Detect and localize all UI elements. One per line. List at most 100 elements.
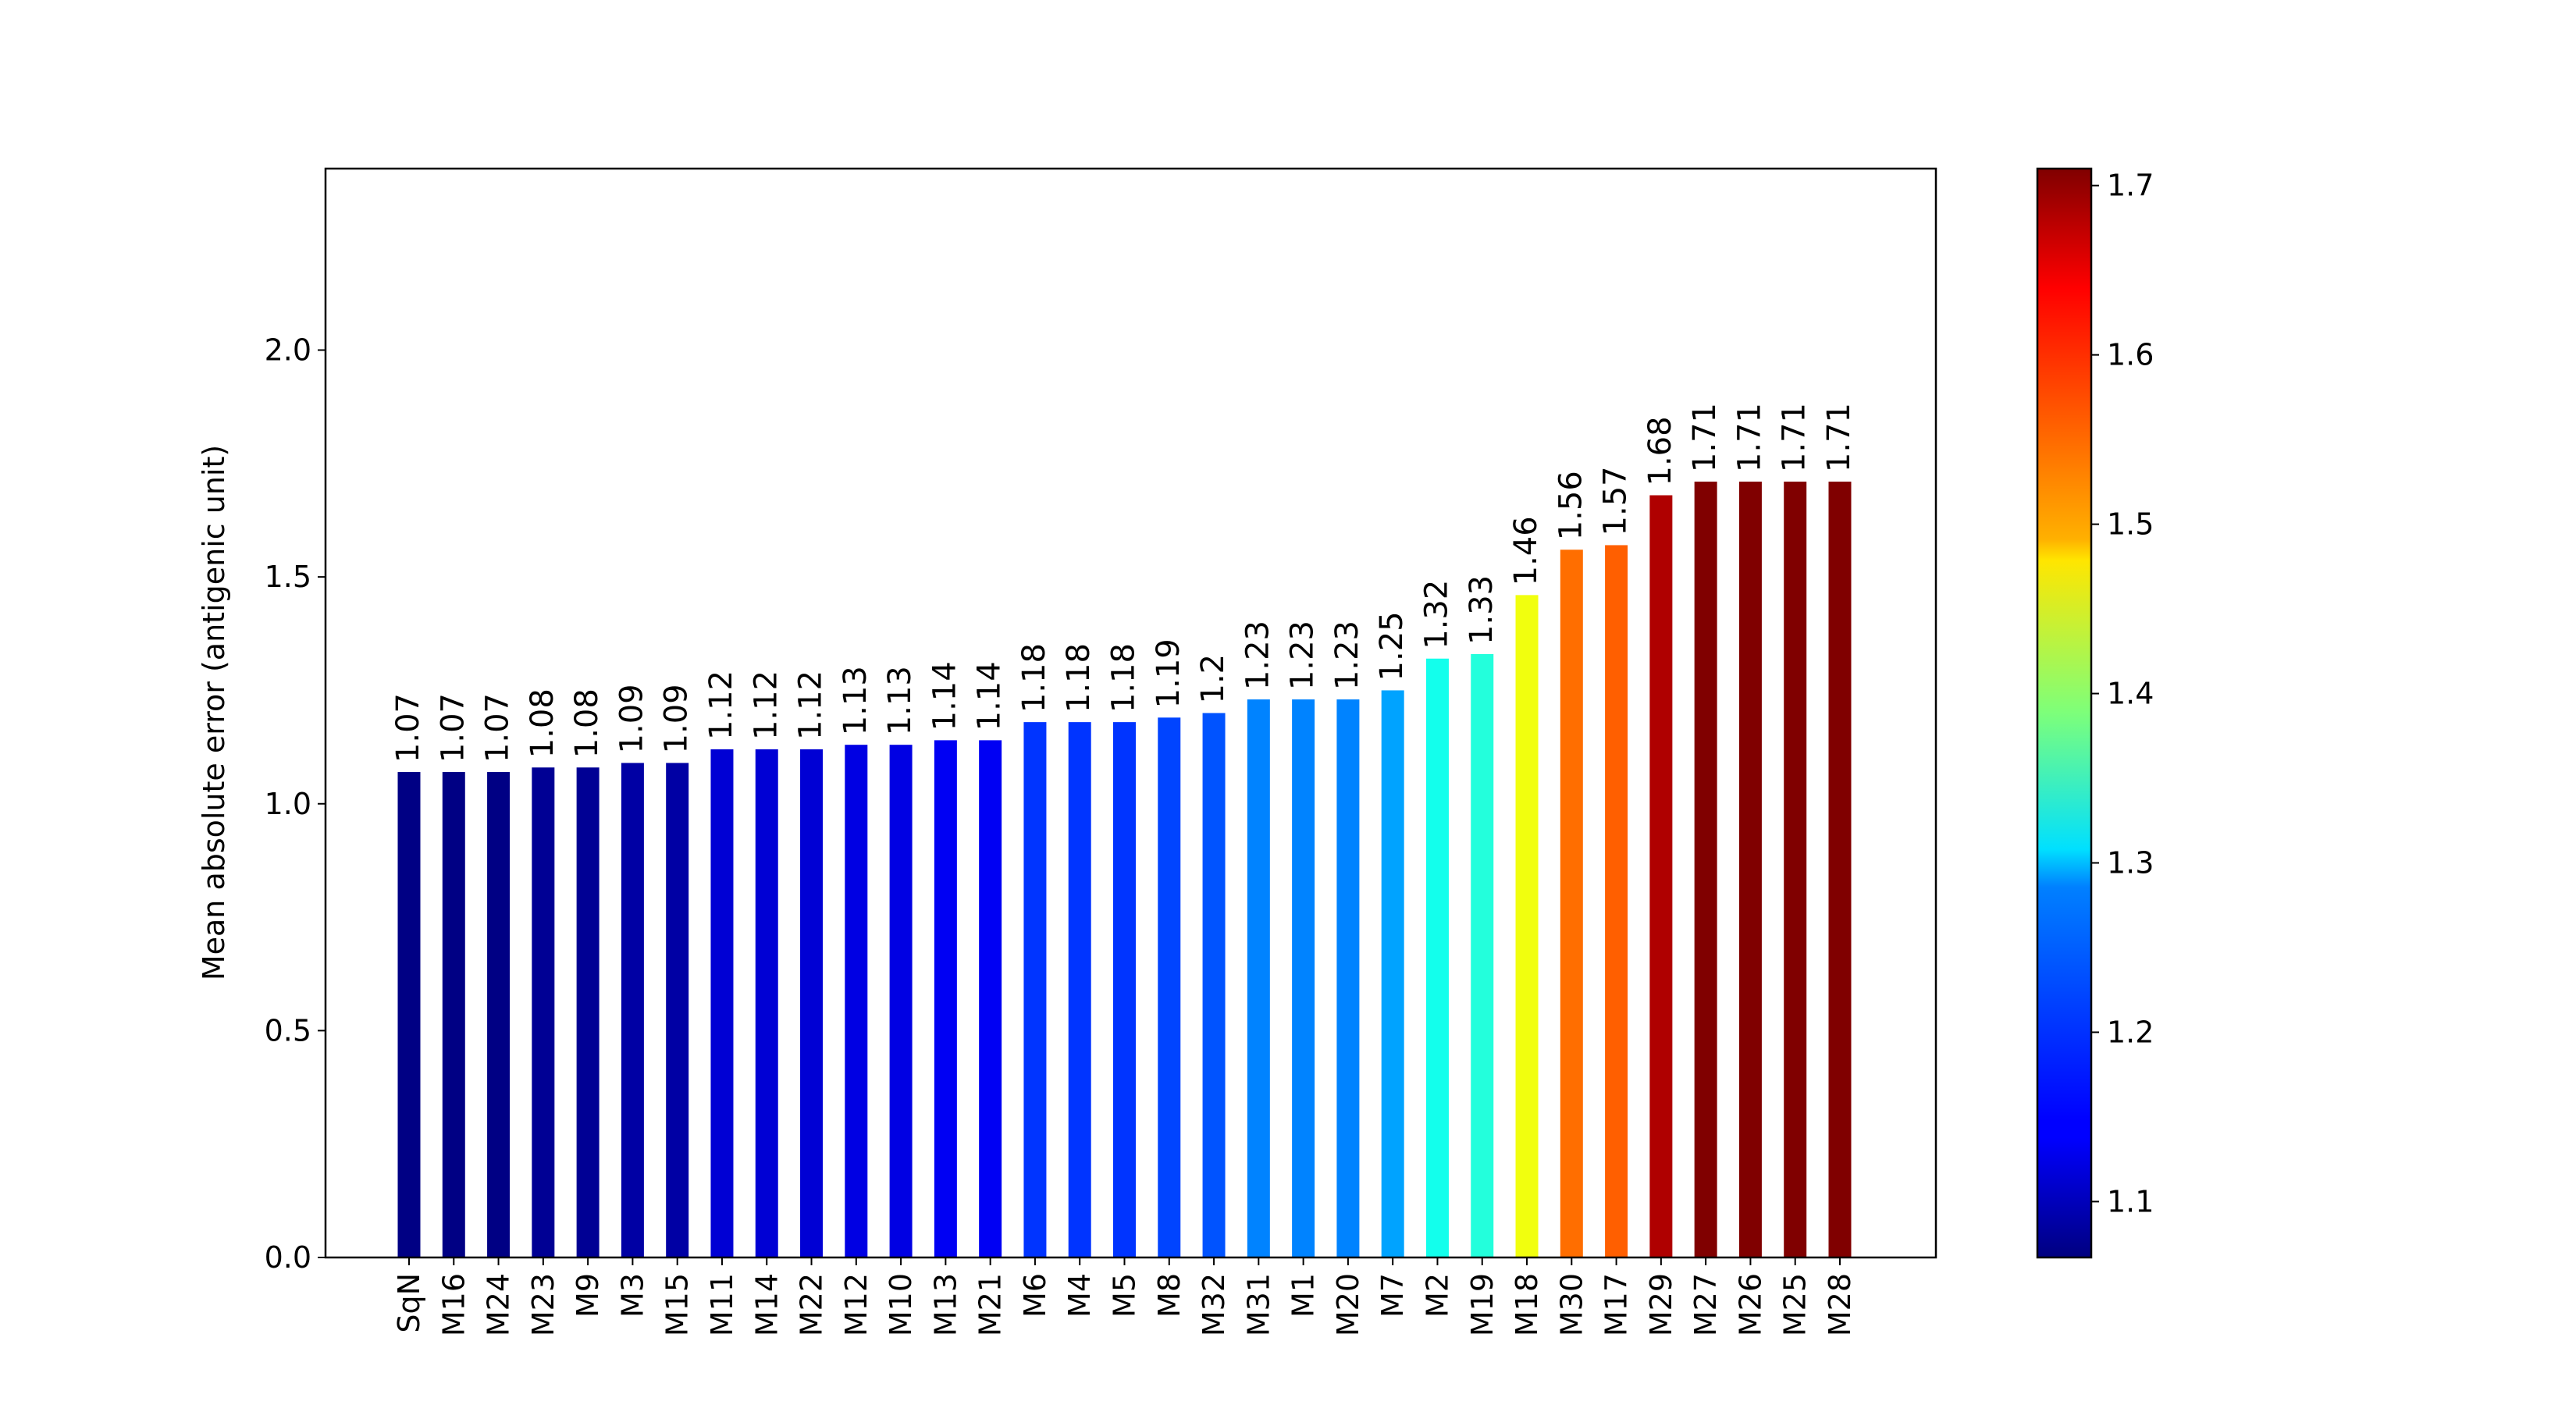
bar-m10	[889, 745, 913, 1257]
bar-m25	[1784, 482, 1807, 1257]
colorbar-tick-label: 1.1	[2107, 1184, 2154, 1218]
x-tick-label: M26	[1733, 1273, 1767, 1336]
value-label: 1.08	[569, 688, 605, 758]
value-label: 1.71	[1687, 403, 1723, 472]
value-label: 1.18	[1106, 643, 1142, 713]
colorbar-tick-label: 1.3	[2107, 846, 2154, 880]
value-label: 1.07	[480, 693, 516, 763]
value-label: 1.23	[1329, 621, 1365, 690]
x-tick-label: M9	[571, 1273, 605, 1318]
y-axis-ticks: 0.0 0.5 1.0 1.5 2.0	[265, 333, 326, 1275]
x-tick-label: SqN	[392, 1273, 426, 1333]
bar-m9	[576, 767, 600, 1257]
x-tick-label: M25	[1778, 1273, 1813, 1336]
plot-frame	[324, 167, 1937, 1259]
x-tick-label: M31	[1241, 1273, 1276, 1336]
x-tick-label: M20	[1331, 1273, 1365, 1336]
value-labels-layer: 1.07 1.07 1.07 1.08 1.08 1.09 1.09 1.12 1.12 1.12…	[390, 403, 1857, 763]
x-tick-label: M30	[1554, 1273, 1589, 1336]
x-tick-label: M8	[1152, 1273, 1187, 1318]
x-tick-label: M18	[1510, 1273, 1544, 1336]
bar-m16	[442, 772, 465, 1257]
value-label: 1.57	[1598, 466, 1634, 535]
bar-m6	[1023, 722, 1047, 1257]
bars-layer	[397, 482, 1852, 1257]
x-tick-label: M28	[1823, 1273, 1857, 1336]
x-tick-label: M7	[1375, 1273, 1410, 1318]
bar-m23	[532, 767, 555, 1257]
y-axis-label: Mean absolute error (antigenic unit)	[197, 445, 231, 980]
colorbar-tick-label: 1.6	[2107, 338, 2154, 372]
bar-m11	[710, 749, 734, 1257]
x-tick-label: M4	[1062, 1273, 1097, 1318]
bar-m20	[1336, 699, 1360, 1257]
value-label: 1.12	[703, 670, 739, 740]
x-axis-ticks: SqN M16 M24 M23 M9 M3 M15 M11 M14 M22 M12 M10 M13 M21…	[392, 1257, 1857, 1336]
bar-m2	[1425, 658, 1449, 1257]
value-label: 1.2	[1195, 654, 1231, 704]
x-tick-label: M29	[1644, 1273, 1678, 1336]
value-label: 1.09	[659, 684, 695, 753]
bar-m19	[1471, 653, 1494, 1257]
value-label: 1.71	[1777, 403, 1813, 472]
colorbar-tick-label: 1.7	[2107, 169, 2154, 203]
value-label: 1.14	[927, 661, 962, 731]
colorbar	[2036, 167, 2093, 1259]
bar-sqn	[397, 772, 421, 1257]
bar-m17	[1605, 545, 1628, 1257]
colorbar-tick-label: 1.4	[2107, 677, 2154, 711]
value-label: 1.09	[614, 684, 649, 753]
x-tick-label: M5	[1108, 1273, 1142, 1318]
bar-m27	[1694, 482, 1717, 1257]
x-tick-label: M11	[705, 1273, 739, 1336]
x-tick-label: M14	[749, 1273, 784, 1336]
bar-m31	[1247, 699, 1270, 1257]
x-tick-label: M24	[482, 1273, 516, 1336]
bar-m22	[800, 749, 824, 1257]
bar-m1	[1292, 699, 1315, 1257]
y-tick-label: 0.5	[265, 1013, 311, 1048]
value-label: 1.71	[1821, 403, 1857, 472]
x-tick-label: M10	[884, 1273, 918, 1336]
bar-m3	[621, 763, 644, 1257]
y-tick-label: 1.5	[265, 560, 311, 594]
bar-m13	[934, 740, 957, 1257]
value-label: 1.07	[390, 693, 426, 763]
colorbar-ticks: 1.1 1.2 1.3 1.4 1.5 1.6 1.7	[2091, 169, 2154, 1218]
bar-m30	[1560, 550, 1583, 1257]
bar-m7	[1381, 690, 1404, 1257]
y-tick-label: 1.0	[265, 787, 311, 821]
x-tick-label: M1	[1286, 1273, 1321, 1318]
value-label: 1.13	[882, 666, 918, 735]
bar-m15	[666, 763, 689, 1257]
value-label: 1.12	[748, 670, 784, 740]
x-tick-label: M13	[928, 1273, 962, 1336]
bar-m14	[755, 749, 778, 1257]
value-label: 1.08	[525, 688, 560, 758]
x-tick-label: M2	[1420, 1273, 1454, 1318]
x-tick-label: M12	[839, 1273, 873, 1336]
bar-m18	[1515, 595, 1539, 1257]
x-tick-label: M32	[1197, 1273, 1231, 1336]
value-label: 1.71	[1731, 403, 1767, 472]
bar-m12	[845, 745, 868, 1257]
x-tick-label: M17	[1599, 1273, 1634, 1336]
x-tick-label: M6	[1018, 1273, 1052, 1318]
value-label: 1.32	[1418, 580, 1454, 649]
colorbar-tick-label: 1.5	[2107, 507, 2154, 542]
value-label: 1.25	[1374, 611, 1410, 681]
bar-m5	[1113, 722, 1136, 1257]
value-label: 1.46	[1508, 516, 1544, 585]
value-label: 1.13	[838, 666, 873, 735]
bar-m26	[1738, 482, 1762, 1257]
x-tick-label: M23	[526, 1273, 560, 1336]
value-label: 1.12	[793, 670, 829, 740]
value-label: 1.18	[1061, 643, 1097, 713]
x-tick-label: M27	[1688, 1273, 1723, 1336]
value-label: 1.19	[1151, 638, 1187, 708]
value-label: 1.68	[1642, 416, 1678, 486]
x-tick-label: M22	[795, 1273, 829, 1336]
x-tick-label: M16	[436, 1273, 471, 1336]
bar-m28	[1828, 482, 1852, 1257]
